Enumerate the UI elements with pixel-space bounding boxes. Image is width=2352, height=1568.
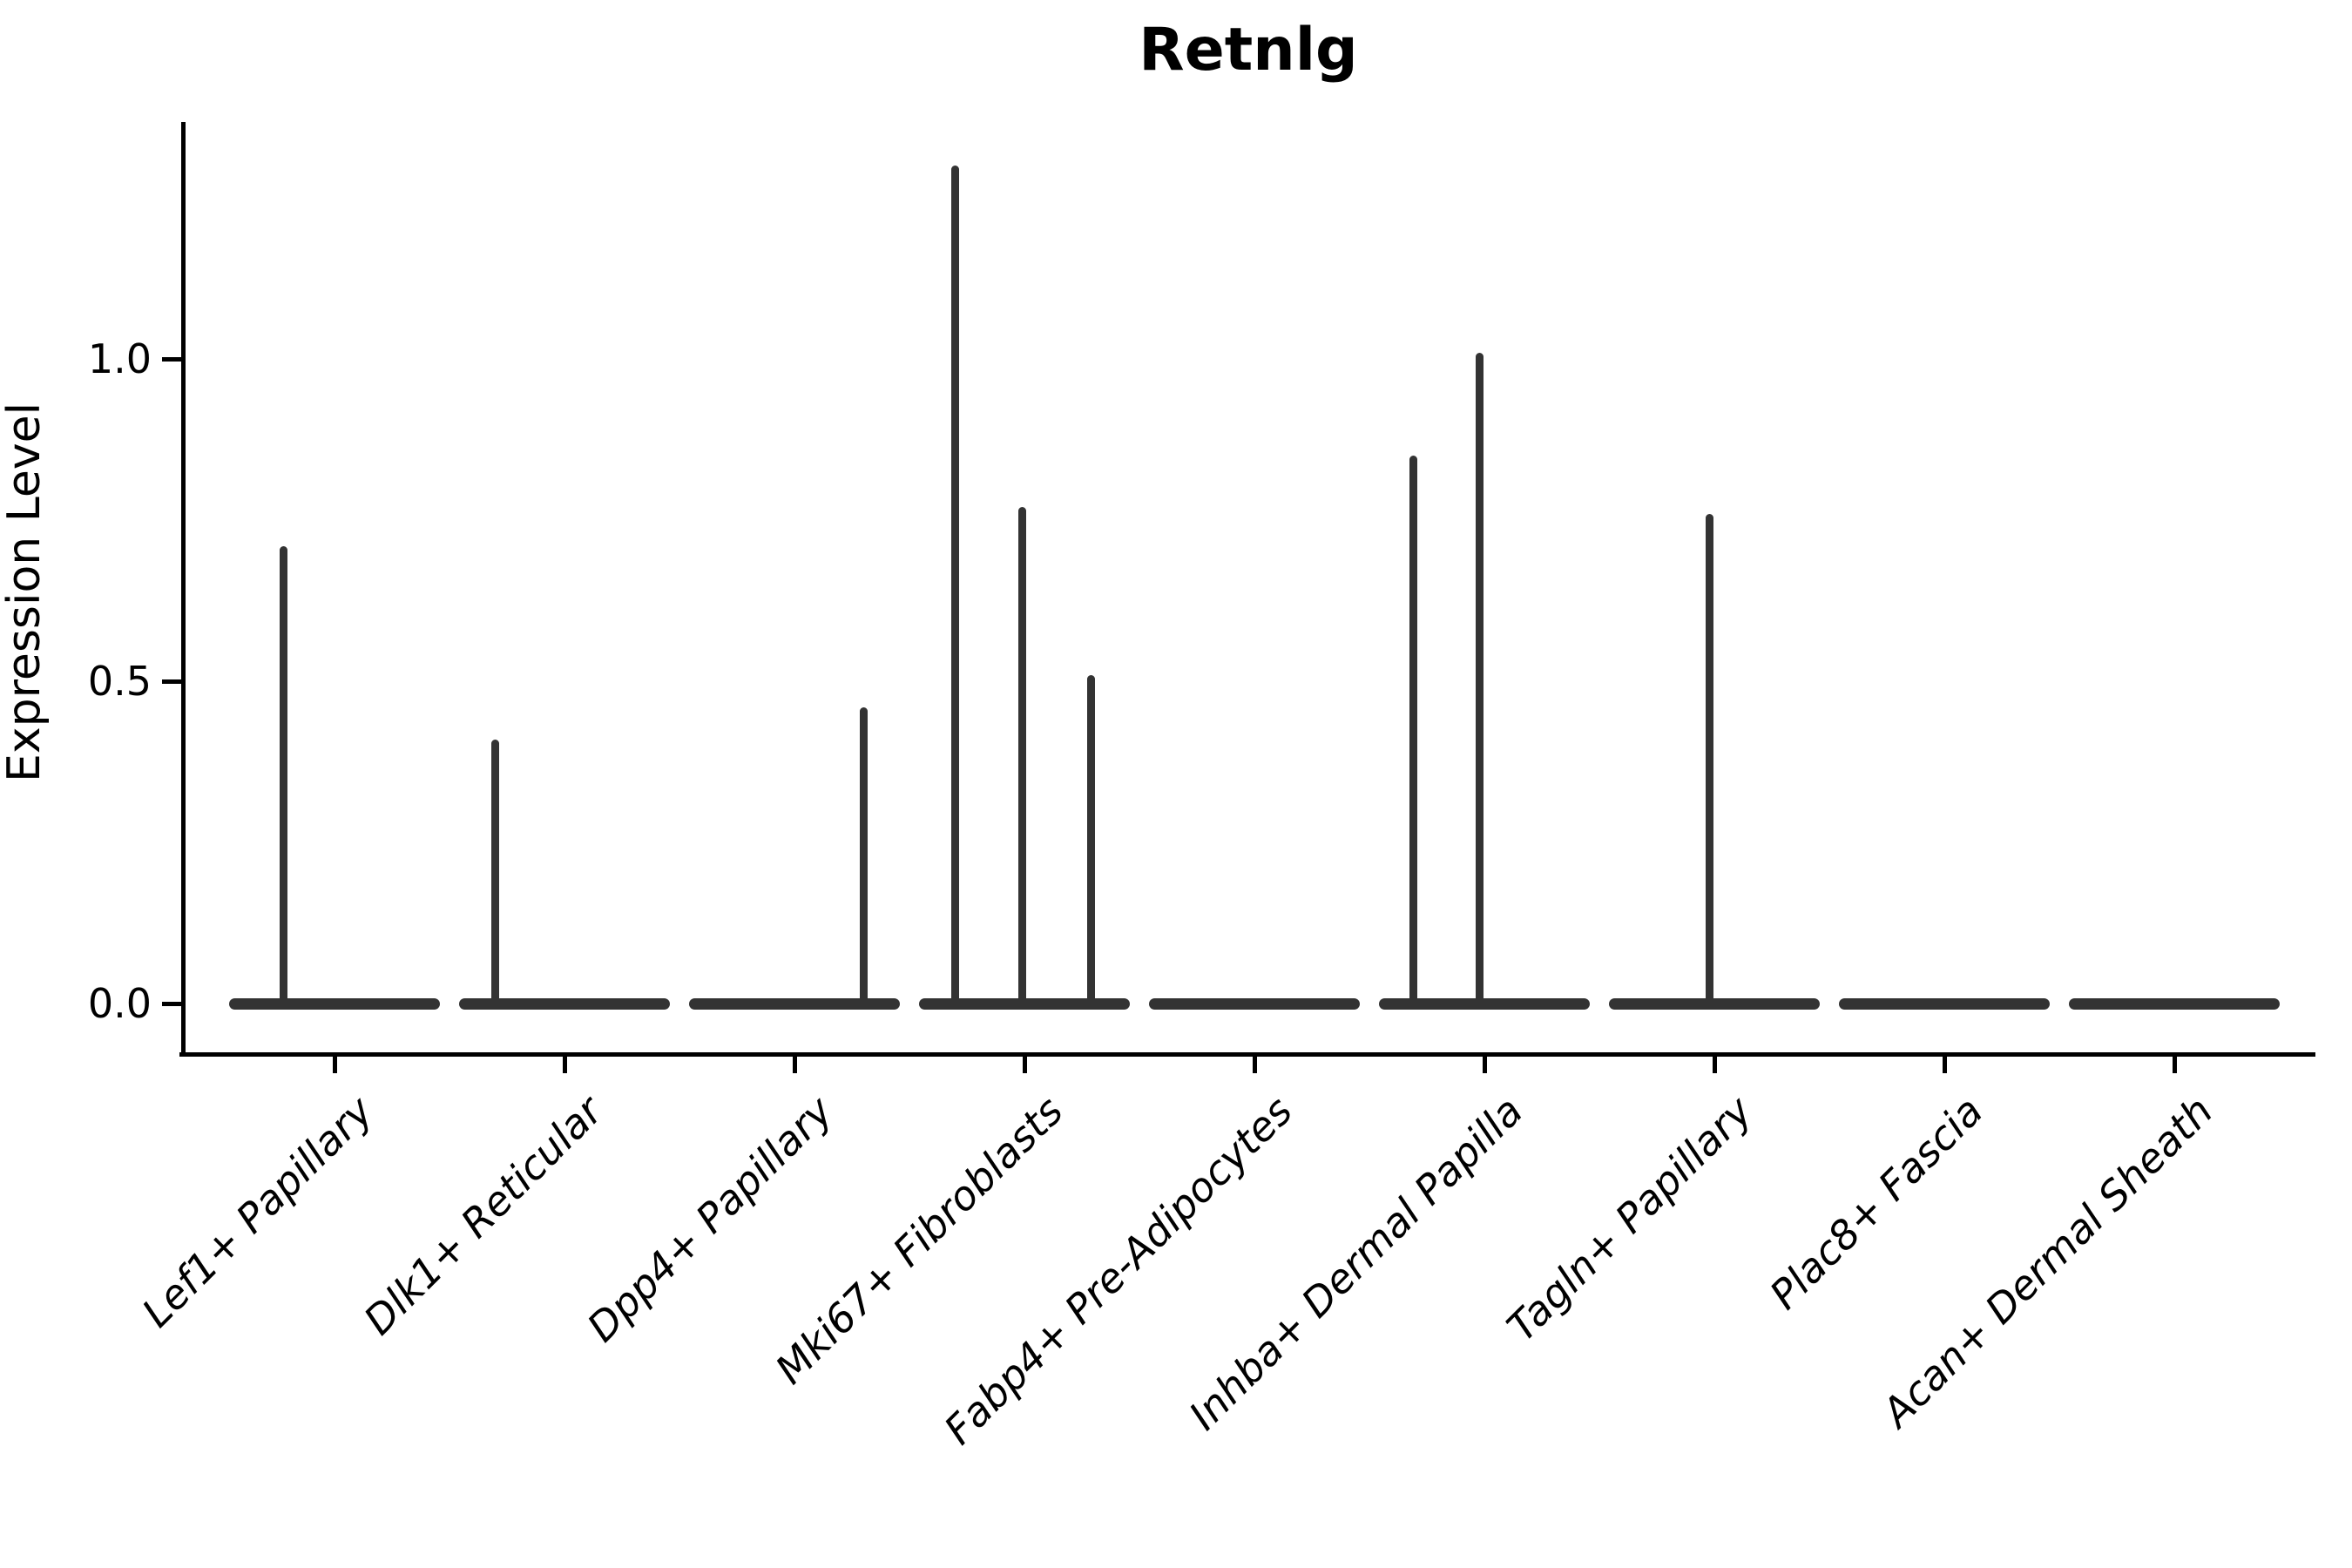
x-tick-mark [1482,1052,1487,1073]
violin-body [2069,997,2280,1010]
x-tick-mark [1712,1052,1717,1073]
violin-body [229,997,440,1010]
x-tick-label: Acan+ Dermal Sheath [1742,1087,2221,1436]
violin-spike [1017,507,1026,1008]
x-tick-mark [1252,1052,1257,1073]
y-tick-label: 1.0 [87,335,152,382]
violin-spike [1409,456,1417,1008]
x-tick-mark [792,1052,797,1073]
violin-spike [859,706,868,1008]
violin-body [1609,997,1820,1010]
y-tick-mark [162,679,183,684]
violin-body [1379,997,1590,1010]
x-tick-mark [332,1052,337,1073]
y-tick-label: 0.5 [87,658,152,705]
x-axis-spine [179,1052,2315,1057]
violin-spike [491,739,500,1008]
y-axis-spine [181,122,186,1056]
x-tick-mark [2172,1052,2177,1073]
violin-body [459,997,670,1010]
violin-body [1149,997,1360,1010]
violin-spike [1476,352,1484,1008]
chart-title: Retnlg [1139,16,1358,84]
violin-spike [951,166,960,1008]
violin-spike [1087,674,1096,1008]
violin-body [689,997,900,1010]
y-axis-label: Expression Level [0,402,51,783]
y-tick-label: 0.0 [87,980,152,1027]
violin-body [1839,997,2050,1010]
y-tick-mark [162,356,183,362]
violin-spike [280,545,288,1008]
y-tick-mark [162,1001,183,1006]
x-tick-mark [1022,1052,1027,1073]
x-tick-mark [1942,1052,1947,1073]
x-tick-mark [562,1052,567,1073]
violin-spike [1706,513,1714,1008]
